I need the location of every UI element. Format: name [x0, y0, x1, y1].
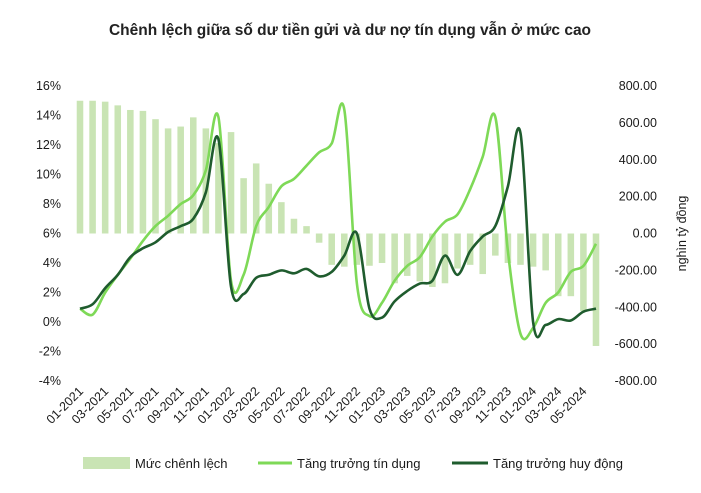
bar	[580, 233, 587, 311]
bar	[328, 233, 335, 265]
bar	[215, 143, 222, 234]
y-axis-tick-label: 0%	[43, 315, 61, 329]
y2-axis-tick-label: 0.00	[633, 227, 657, 241]
bar	[127, 109, 134, 234]
bar	[164, 128, 172, 234]
bar	[429, 233, 436, 287]
bar	[290, 218, 298, 234]
bar	[542, 233, 549, 271]
y-axis-tick-label: 12%	[36, 138, 61, 152]
bar	[454, 233, 461, 269]
y-axis-tick-label: -4%	[39, 374, 61, 388]
y2-axis-tick-label: -400.00	[615, 300, 657, 314]
bar	[177, 126, 184, 234]
bar	[391, 233, 398, 284]
bar	[152, 119, 159, 234]
bar	[315, 233, 323, 243]
bar	[517, 233, 524, 265]
y2-axis-tick-label: 400.00	[619, 153, 657, 167]
y2-axis-tick-label: 800.00	[619, 79, 657, 93]
bar	[529, 233, 537, 267]
bar	[403, 233, 411, 276]
bar	[202, 128, 210, 234]
bar	[554, 233, 562, 297]
legend-label: Mức chênh lệch	[135, 456, 228, 471]
bar	[89, 100, 96, 234]
deposit-growth-line	[79, 127, 597, 339]
bar	[479, 233, 487, 275]
bar	[139, 110, 147, 234]
bar	[240, 178, 247, 234]
y2-axis-tick-label: -800.00	[615, 374, 657, 388]
bar	[252, 163, 260, 234]
y2-axis-tick-label: -200.00	[615, 263, 657, 277]
y-axis-tick-label: 8%	[43, 197, 61, 211]
legend-label: Tăng trưởng tín dụng	[297, 456, 420, 471]
bar	[492, 233, 499, 256]
bar	[303, 226, 310, 234]
bar	[592, 233, 600, 346]
y2-axis-tick-label: 600.00	[619, 116, 657, 130]
credit-growth-line	[79, 102, 598, 341]
bar	[353, 233, 361, 265]
bar	[341, 233, 348, 267]
y2-axis-tick-label: -600.00	[615, 337, 657, 351]
bar	[567, 233, 575, 297]
bar	[189, 117, 197, 234]
bar	[76, 100, 84, 234]
chart-title: Chênh lệch giữa số dư tiền gửi và dư nợ …	[108, 22, 592, 39]
y-axis-tick-label: 10%	[36, 168, 61, 182]
bar	[378, 233, 386, 263]
y-axis-tick-label: -2%	[39, 345, 61, 359]
y-axis-tick-label: 16%	[36, 79, 61, 93]
y-axis-tick-label: 6%	[43, 227, 61, 241]
y2-axis-title: nghìn tỷ đồng	[675, 196, 689, 272]
bar	[101, 101, 109, 234]
y2-axis-tick-label: 200.00	[619, 190, 657, 204]
bar	[441, 233, 449, 284]
y-axis-tick-label: 14%	[36, 109, 61, 123]
bar	[227, 132, 235, 234]
legend-label: Tăng trưởng huy động	[493, 456, 623, 471]
bar	[114, 105, 122, 234]
legend-swatch-bar	[83, 457, 130, 469]
bar	[366, 233, 373, 266]
bar	[278, 202, 285, 234]
y-axis-tick-label: 2%	[43, 286, 61, 300]
y-axis-tick-label: 4%	[43, 256, 61, 270]
